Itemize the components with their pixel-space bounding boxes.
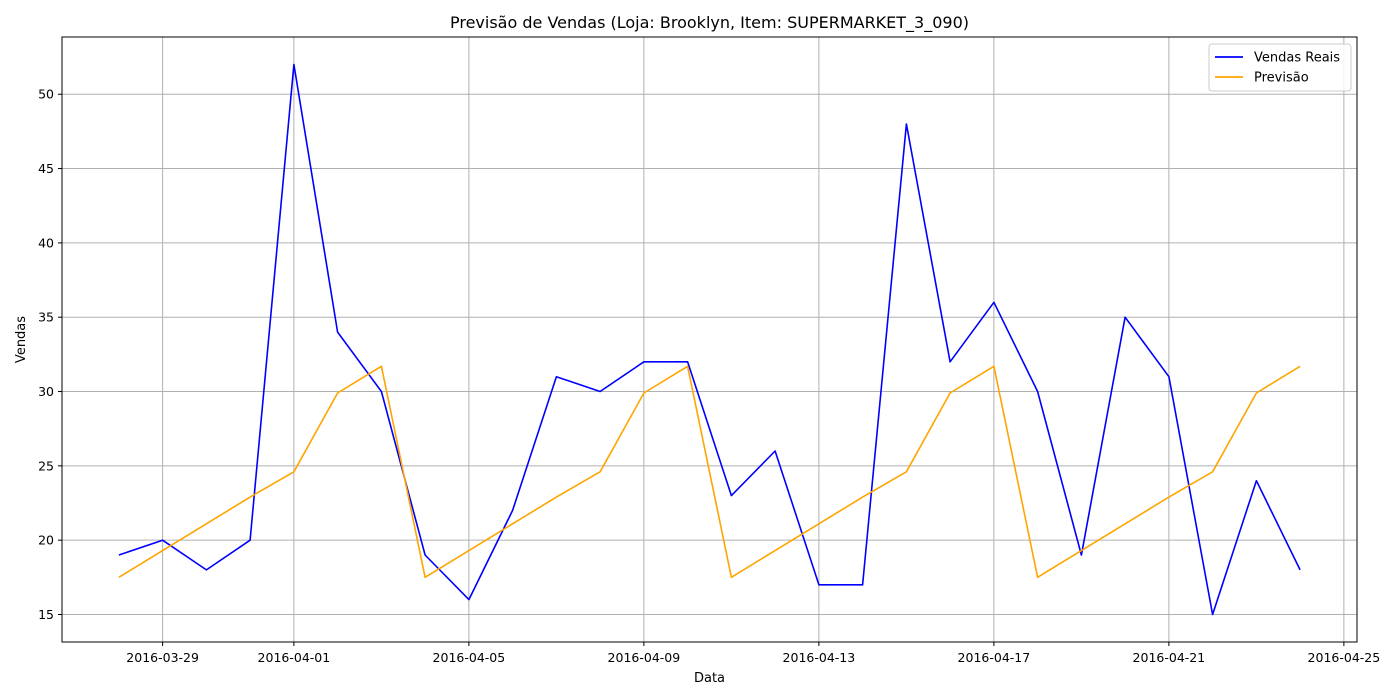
y-axis-label: Vendas bbox=[14, 316, 29, 363]
legend: Vendas Reais Previsão bbox=[1208, 43, 1352, 92]
plot-frame bbox=[61, 36, 1358, 643]
y-tick-label: 20 bbox=[38, 533, 54, 548]
y-tick-label: 15 bbox=[38, 607, 54, 622]
grid bbox=[62, 37, 1357, 642]
x-tick-label: 2016-03-29 bbox=[126, 650, 199, 665]
legend-label: Vendas Reais bbox=[1254, 51, 1340, 66]
x-tick-label: 2016-04-25 bbox=[1308, 650, 1381, 665]
x-tick-label: 2016-04-05 bbox=[433, 650, 506, 665]
legend-box bbox=[1208, 43, 1352, 92]
chart-title: Previsão de Vendas (Loja: Brooklyn, Item… bbox=[450, 13, 969, 33]
x-tick-label: 2016-04-17 bbox=[958, 650, 1031, 665]
y-tick-label: 30 bbox=[38, 384, 54, 399]
series-line-vendas-reais bbox=[118, 63, 1301, 616]
y-tick-label: 35 bbox=[38, 310, 54, 325]
axis-ticks: 2016-03-29 2016-04-01 2016-04-05 2016-04-09… bbox=[38, 87, 1380, 665]
series-line-previsao bbox=[118, 365, 1301, 579]
y-tick-label: 50 bbox=[38, 87, 54, 102]
x-tick-label: 2016-04-21 bbox=[1133, 650, 1206, 665]
x-tick-label: 2016-04-13 bbox=[783, 650, 856, 665]
y-tick-label: 25 bbox=[38, 458, 54, 473]
legend-label: Previsão bbox=[1254, 71, 1309, 86]
x-tick-label: 2016-04-01 bbox=[258, 650, 331, 665]
series-lines bbox=[118, 63, 1301, 616]
y-tick-label: 40 bbox=[38, 235, 54, 250]
x-tick-label: 2016-04-09 bbox=[608, 650, 681, 665]
x-axis-label: Data bbox=[694, 671, 725, 686]
y-tick-label: 45 bbox=[38, 161, 54, 176]
